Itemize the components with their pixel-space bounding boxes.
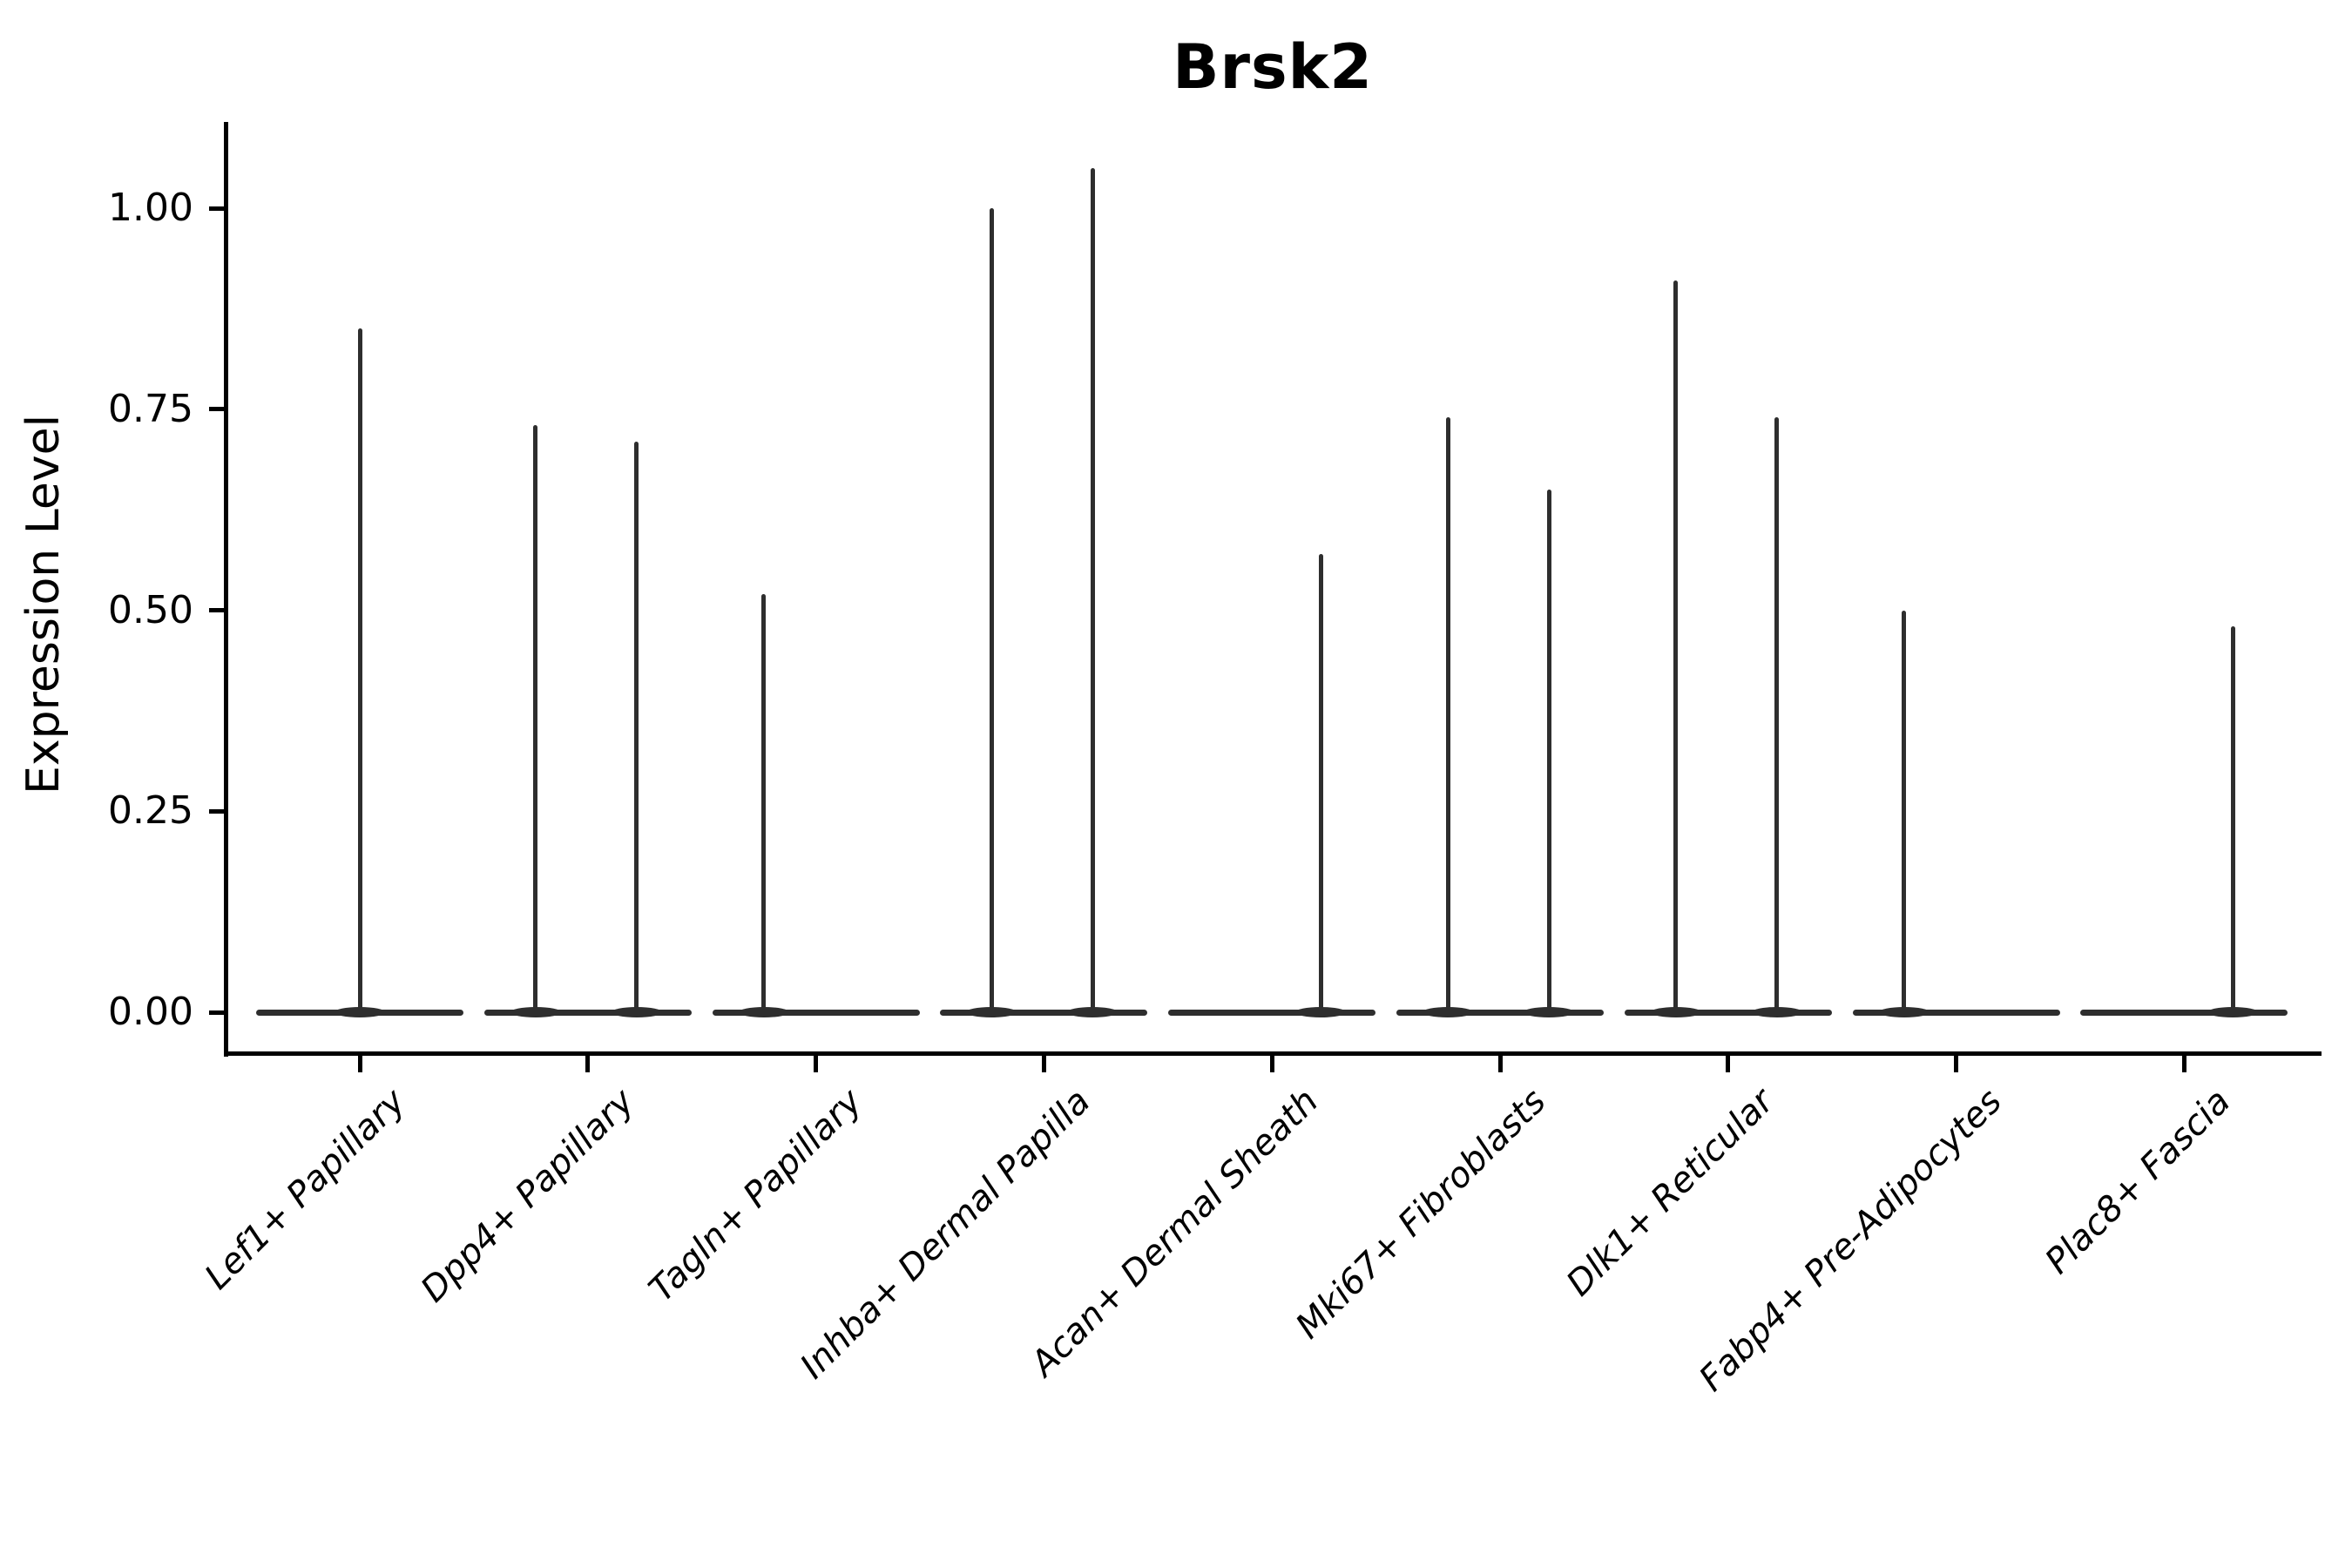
chart-title: Brsk2 (1173, 31, 1373, 103)
y-tick-mark (209, 1010, 224, 1015)
x-tick-mark (1269, 1056, 1274, 1072)
violin-spike (634, 441, 639, 1012)
violin-spike (2230, 625, 2235, 1012)
x-tick-mark (1041, 1056, 1046, 1072)
violin-flare (611, 1007, 662, 1017)
x-tick-mark (585, 1056, 591, 1072)
violin-baseline (1624, 1009, 1832, 1016)
violin-flare (1067, 1007, 1119, 1017)
violin-baseline (1852, 1009, 2060, 1016)
violin-flare (1295, 1007, 1347, 1017)
x-tick-mark (1497, 1056, 1503, 1072)
violin-spike (1445, 416, 1450, 1012)
x-tick-label: Plac8+ Fascia (2038, 1081, 2239, 1282)
x-tick-mark (1954, 1056, 1959, 1072)
x-tick-mark (2181, 1056, 2186, 1072)
violin-baseline (712, 1009, 920, 1016)
x-axis-spine (224, 1051, 2322, 1056)
violin-spike (1673, 280, 1679, 1012)
violin-baseline (2080, 1009, 2288, 1016)
violin-spike (533, 425, 538, 1012)
y-tick-mark (209, 206, 224, 211)
y-tick-mark (209, 808, 224, 814)
x-tick-mark (814, 1056, 819, 1072)
y-tick-mark (209, 407, 224, 412)
violin-flare (1524, 1007, 1574, 1017)
violin-flare (510, 1007, 561, 1017)
violin-spike (1090, 167, 1095, 1012)
violin-flare (1423, 1007, 1473, 1017)
x-tick-label: Mki67+ Fibroblasts (1288, 1081, 1554, 1347)
violin-baseline (940, 1009, 1148, 1016)
violin-flare (335, 1007, 385, 1017)
y-tick-mark (209, 608, 224, 612)
x-tick-label: Tagln+ Papillary (641, 1081, 870, 1310)
x-tick-label: Dpp4+ Papillary (413, 1081, 642, 1310)
x-tick-mark (357, 1056, 362, 1072)
violin-flare (738, 1007, 789, 1017)
x-tick-mark (1726, 1056, 1731, 1072)
x-tick-label: Lef1+ Papillary (197, 1081, 414, 1298)
y-tick-label: 0.25 (108, 788, 193, 834)
violin-spike (989, 208, 994, 1012)
violin-baseline (1396, 1009, 1604, 1016)
violin-flare (1751, 1007, 1802, 1017)
violin-flare (966, 1007, 1017, 1017)
violin-flare (1878, 1007, 1930, 1017)
violin-spike (1546, 490, 1551, 1012)
y-axis-spine (224, 122, 228, 1057)
violin-flare (2207, 1007, 2259, 1017)
violin-spike (357, 328, 362, 1012)
y-tick-label: 0.75 (108, 386, 193, 431)
violin-baseline (1168, 1009, 1376, 1016)
y-tick-label: 1.00 (108, 186, 193, 230)
y-tick-label: 0.50 (108, 587, 193, 632)
violin-spike (1774, 416, 1780, 1012)
violin-spike (1902, 610, 1907, 1012)
x-tick-label: Dlk1+ Reticular (1559, 1081, 1782, 1304)
y-tick-label: 0.00 (108, 990, 193, 1034)
violin-spike (761, 594, 767, 1012)
violin-spike (1318, 553, 1323, 1012)
violin-flare (1650, 1007, 1701, 1017)
violin-baseline (483, 1009, 692, 1016)
